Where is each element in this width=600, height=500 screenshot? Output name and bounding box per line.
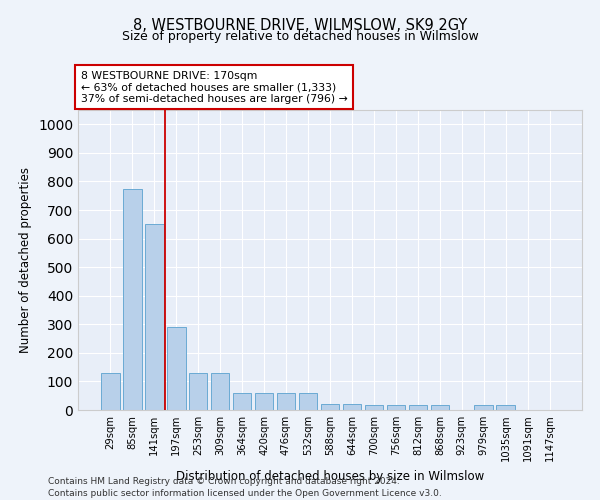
Bar [496,405,515,410]
Bar [145,224,164,410]
Text: Contains HM Land Registry data © Crown copyright and database right 2024.: Contains HM Land Registry data © Crown c… [48,478,400,486]
Bar [386,405,405,410]
Text: Size of property relative to detached houses in Wilmslow: Size of property relative to detached ho… [122,30,478,43]
Bar [299,393,317,410]
Bar [211,373,229,410]
Bar [365,405,383,410]
Bar [320,404,340,410]
X-axis label: Distribution of detached houses by size in Wilmslow: Distribution of detached houses by size … [176,470,484,483]
Bar [101,373,119,410]
Bar [431,405,449,410]
Bar [189,373,208,410]
Y-axis label: Number of detached properties: Number of detached properties [19,167,32,353]
Text: 8 WESTBOURNE DRIVE: 170sqm
← 63% of detached houses are smaller (1,333)
37% of s: 8 WESTBOURNE DRIVE: 170sqm ← 63% of deta… [80,71,347,104]
Bar [255,393,274,410]
Bar [277,393,295,410]
Bar [409,405,427,410]
Bar [475,405,493,410]
Bar [343,404,361,410]
Text: Contains public sector information licensed under the Open Government Licence v3: Contains public sector information licen… [48,489,442,498]
Bar [233,393,251,410]
Bar [123,188,142,410]
Text: 8, WESTBOURNE DRIVE, WILMSLOW, SK9 2GY: 8, WESTBOURNE DRIVE, WILMSLOW, SK9 2GY [133,18,467,32]
Bar [167,327,185,410]
